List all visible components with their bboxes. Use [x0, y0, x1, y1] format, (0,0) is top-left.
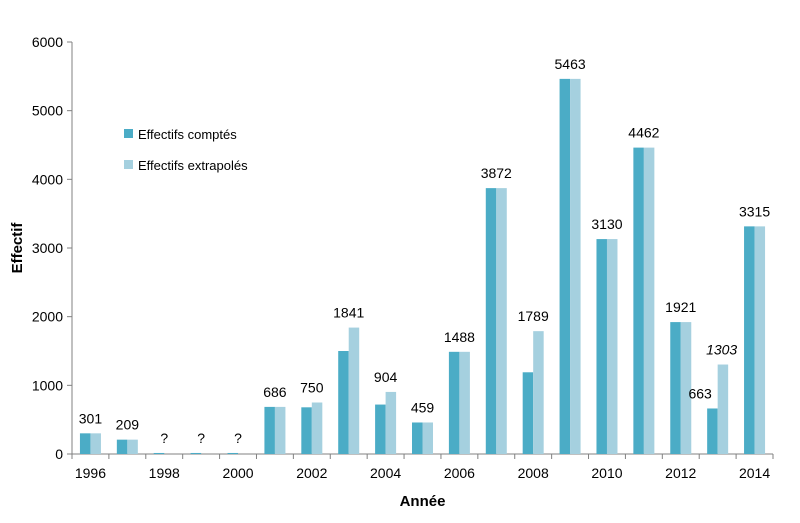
- y-tick-label-5000: 5000: [32, 103, 63, 119]
- data-label-2001: 686: [263, 384, 287, 400]
- y-tick-label-1000: 1000: [32, 377, 63, 393]
- bar-effectifs-comptes-1996: [79, 433, 91, 454]
- bar-effectifs-extrapoles-2005: [422, 422, 433, 454]
- bar-effectifs-comptes-2014: [744, 226, 755, 454]
- x-tick-label-2012: 2012: [665, 465, 696, 481]
- y-tick-label-3000: 3000: [32, 240, 63, 256]
- data-label-2002: 750: [300, 380, 324, 396]
- data-label-2000: ?: [234, 430, 242, 446]
- bar-effectifs-comptes-2011: [633, 147, 644, 455]
- y-tick-label-2000: 2000: [32, 309, 63, 325]
- data-label-2013-effectifs-extrapoles: 1303: [706, 342, 737, 358]
- bar-effectifs-extrapoles-2002: [311, 402, 323, 454]
- x-tick-label-1998: 1998: [149, 465, 180, 481]
- bar-effectifs-extrapoles-2012: [680, 322, 692, 454]
- data-label-2003: 1841: [333, 305, 364, 321]
- data-label-2005: 459: [411, 399, 435, 415]
- bar-effectifs-extrapoles-2009: [570, 78, 581, 455]
- y-axis-title: Effectif: [9, 222, 26, 274]
- bar-effectifs-comptes-2006: [448, 351, 460, 454]
- bar-effectifs-comptes-1998: [153, 452, 165, 454]
- data-label-1998: ?: [160, 430, 168, 446]
- y-tick-label-0: 0: [55, 446, 63, 462]
- data-label-2014: 3315: [739, 203, 770, 219]
- bar-effectifs-comptes-2004: [375, 404, 386, 454]
- bar-effectifs-comptes-2000: [227, 452, 239, 454]
- bar-effectifs-comptes-2013: [707, 408, 718, 454]
- x-tick-label-2010: 2010: [591, 465, 622, 481]
- bar-effectifs-extrapoles-2001: [274, 406, 286, 454]
- bar-effectifs-extrapoles-2008: [533, 331, 544, 454]
- data-label-1996: 301: [79, 410, 103, 426]
- legend: Effectifs comptés Effectifs extrapolés: [124, 127, 248, 173]
- x-tick-label-2000: 2000: [222, 465, 253, 481]
- bar-effectifs-comptes-2010: [596, 239, 607, 454]
- axes-layer: 0 1000 2000 3000 4000 5000 6000 1996 1998 2000 200…: [32, 34, 774, 481]
- bar-effectifs-comptes-2001: [264, 406, 275, 454]
- bar-effectifs-extrapoles-2006: [459, 351, 470, 454]
- bar-effectifs-comptes-1997: [116, 439, 128, 454]
- bar-effectifs-comptes-2002: [301, 407, 312, 454]
- data-label-2004: 904: [374, 369, 398, 385]
- bar-effectifs-comptes-2007: [485, 188, 497, 454]
- x-tick-label-2006: 2006: [444, 465, 475, 481]
- data-labels-layer: 301 209?? ? 686 750 1841 904 459 1488 3872 1789 546…: [79, 56, 771, 446]
- bar-effectifs-extrapoles-2013: [717, 364, 729, 454]
- x-tick-label-2014: 2014: [739, 465, 770, 481]
- y-tick-label-4000: 4000: [32, 171, 63, 187]
- bar-effectifs-extrapoles-2004: [385, 391, 397, 454]
- bar-effectifs-extrapoles-1997: [127, 439, 138, 454]
- bar-effectifs-comptes-2009: [559, 78, 571, 455]
- bar-effectifs-comptes-2003: [338, 351, 349, 454]
- bar-effectifs-extrapoles-2014: [754, 226, 766, 454]
- legend-swatch-effectifs-comptes: [124, 129, 133, 138]
- x-tick-label-2004: 2004: [370, 465, 401, 481]
- bars-layer: [79, 78, 766, 455]
- bar-effectifs-extrapoles-2007: [496, 188, 507, 454]
- data-label-2011: 4462: [628, 125, 659, 141]
- data-label-2009: 5463: [555, 56, 586, 72]
- bar-effectifs-extrapoles-1996: [90, 433, 101, 454]
- x-tick-label-1996: 1996: [75, 465, 106, 481]
- bar-effectifs-extrapoles-2010: [606, 239, 618, 454]
- legend-label-effectifs-extrapoles: Effectifs extrapolés: [138, 158, 248, 173]
- legend-swatch-effectifs-extrapoles: [124, 160, 133, 169]
- bar-effectifs-extrapoles-2011: [643, 147, 655, 455]
- y-tick-label-6000: 6000: [32, 34, 63, 50]
- data-label-1997: 209: [116, 417, 140, 433]
- x-axis-title: Année: [400, 493, 446, 510]
- bar-effectifs-comptes-2005: [412, 422, 423, 454]
- bar-effectifs-comptes-2012: [670, 322, 681, 454]
- data-label-2007: 3872: [481, 165, 512, 181]
- bar-effectifs-comptes-2008: [522, 372, 534, 454]
- x-tick-label-2008: 2008: [518, 465, 549, 481]
- data-label-2010: 3130: [591, 216, 622, 232]
- data-label-1999: ?: [197, 430, 205, 446]
- bar-effectifs-extrapoles-2003: [348, 327, 360, 454]
- legend-label-effectifs-comptes: Effectifs comptés: [138, 127, 237, 142]
- data-label-2013-effectifs-comptes: 663: [688, 385, 712, 401]
- data-label-2008: 1789: [518, 308, 549, 324]
- data-label-2006: 1488: [444, 329, 475, 345]
- bar-effectifs-comptes-1999: [190, 452, 202, 454]
- data-label-2012: 1921: [665, 299, 696, 315]
- x-tick-label-2002: 2002: [296, 465, 327, 481]
